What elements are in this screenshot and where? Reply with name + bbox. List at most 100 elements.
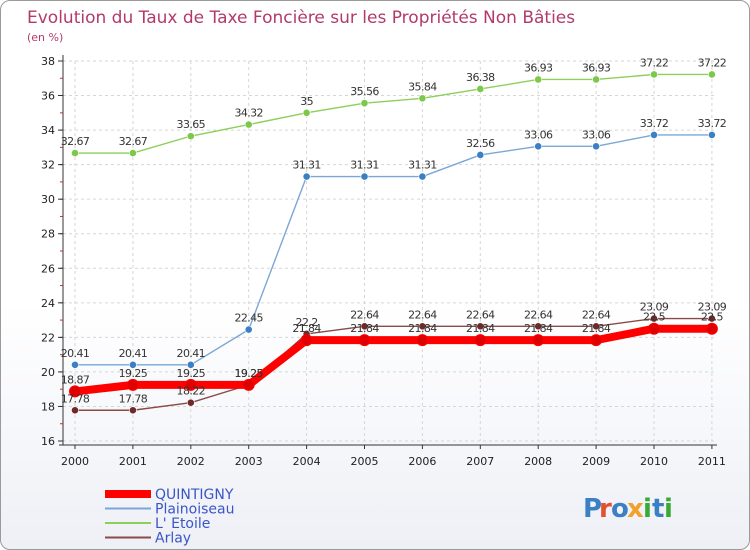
data-label: 20.41	[177, 347, 206, 360]
data-label: 23.09	[698, 301, 727, 314]
data-label: 37.22	[698, 56, 727, 69]
data-label: 18.22	[177, 385, 206, 398]
proxiti-logo: Pr ox i t i	[583, 494, 673, 524]
data-point	[705, 322, 718, 335]
series-line-arlay	[74, 317, 713, 411]
data-label: 21.84	[292, 322, 321, 335]
data-point	[534, 322, 543, 331]
data-label: 36.93	[524, 61, 553, 74]
data-label: 36.38	[466, 71, 495, 84]
data-label: 17.78	[61, 392, 90, 405]
data-label: 34.32	[234, 107, 263, 120]
logo-letter: i	[664, 494, 673, 524]
series-line-plainoiseau	[74, 134, 713, 366]
x-tick-label: 2004	[293, 455, 321, 468]
data-label: 20.41	[119, 347, 148, 360]
data-point	[474, 334, 487, 347]
data-point	[71, 360, 79, 369]
logo-letter: i	[643, 494, 652, 524]
data-point	[69, 385, 81, 398]
y-unit-label: (en %)	[27, 31, 63, 44]
data-label: 33.06	[524, 128, 553, 141]
data-label: 22.64	[408, 308, 437, 321]
data-label: 31.31	[408, 159, 437, 172]
data-point	[592, 75, 600, 84]
y-tick-label: 22	[41, 331, 55, 344]
data-point	[708, 70, 716, 79]
data-labels: 32.67 32.67 33.65 34.32 35 35.56 35.84 36.38 36.…	[61, 56, 728, 405]
series-group	[69, 70, 718, 415]
data-point	[476, 151, 485, 159]
y-tick-label: 30	[41, 193, 55, 206]
y-tick-label: 28	[41, 228, 55, 241]
x-tick-label: 2003	[235, 455, 263, 468]
data-label: 19.25	[234, 367, 263, 380]
data-point	[358, 334, 371, 347]
data-label: 22.64	[582, 308, 611, 321]
y-tick-label: 38	[41, 55, 55, 68]
data-point	[418, 94, 427, 103]
data-label: 35.56	[350, 85, 379, 98]
y-tick-label: 16	[41, 435, 55, 448]
data-point	[416, 334, 429, 347]
data-label: 36.93	[582, 61, 611, 74]
logo-letter: o	[611, 494, 629, 524]
y-tick-label: 26	[41, 262, 55, 275]
data-point	[476, 322, 485, 331]
data-label: 33.65	[177, 118, 206, 131]
legend-label: Arlay	[155, 531, 191, 547]
data-point	[648, 322, 660, 335]
data-label: 22.64	[524, 308, 553, 321]
x-tick-label: 2000	[61, 455, 89, 468]
data-point	[126, 378, 139, 391]
chart-title: Evolution du Taux de Taxe Foncière sur l…	[27, 8, 575, 28]
data-label: 19.25	[234, 367, 263, 380]
data-label: 21.84	[350, 322, 379, 335]
data-point	[650, 314, 658, 323]
data-point	[244, 120, 253, 129]
logo-letter: t	[652, 494, 664, 524]
data-point	[71, 406, 79, 415]
data-label: 22.5	[701, 311, 724, 324]
data-point	[242, 378, 255, 391]
data-point	[590, 334, 603, 347]
y-tick-label: 34	[41, 124, 55, 137]
data-label: 35.84	[408, 80, 437, 93]
x-tick-label: 2006	[408, 455, 436, 468]
x-tick-label: 2009	[582, 455, 610, 468]
data-point	[186, 398, 195, 407]
data-label: 20.41	[61, 347, 90, 360]
data-point	[244, 325, 253, 334]
data-point	[184, 378, 197, 391]
data-label: 31.31	[292, 159, 321, 172]
data-point	[476, 85, 485, 93]
data-label: 21.84	[582, 322, 611, 335]
data-point	[708, 131, 716, 139]
data-point	[186, 360, 195, 369]
data-label: 33.72	[640, 117, 669, 130]
data-label: 22.64	[466, 308, 495, 321]
data-label: 21.84	[524, 322, 553, 335]
data-point	[418, 322, 427, 331]
data-point	[532, 334, 545, 347]
data-label: 37.22	[640, 56, 669, 69]
x-tick-label: 2005	[351, 455, 379, 468]
data-label: 22.2	[296, 316, 318, 329]
data-point	[650, 131, 658, 139]
data-label: 22.5	[643, 311, 666, 324]
x-tick-label: 2007	[466, 455, 494, 468]
data-label: 21.84	[408, 322, 437, 335]
data-point	[71, 149, 79, 157]
x-tick-label: 2011	[698, 455, 726, 468]
logo-letter: P	[583, 494, 602, 524]
data-label: 22.64	[350, 308, 379, 321]
legend-label: L' Etoile	[155, 516, 210, 532]
data-label: 31.31	[350, 159, 379, 172]
data-point	[592, 322, 600, 331]
logo-letter: x	[627, 494, 644, 524]
data-point	[360, 172, 369, 181]
data-point	[128, 360, 137, 369]
y-tick-label: 24	[41, 297, 55, 310]
